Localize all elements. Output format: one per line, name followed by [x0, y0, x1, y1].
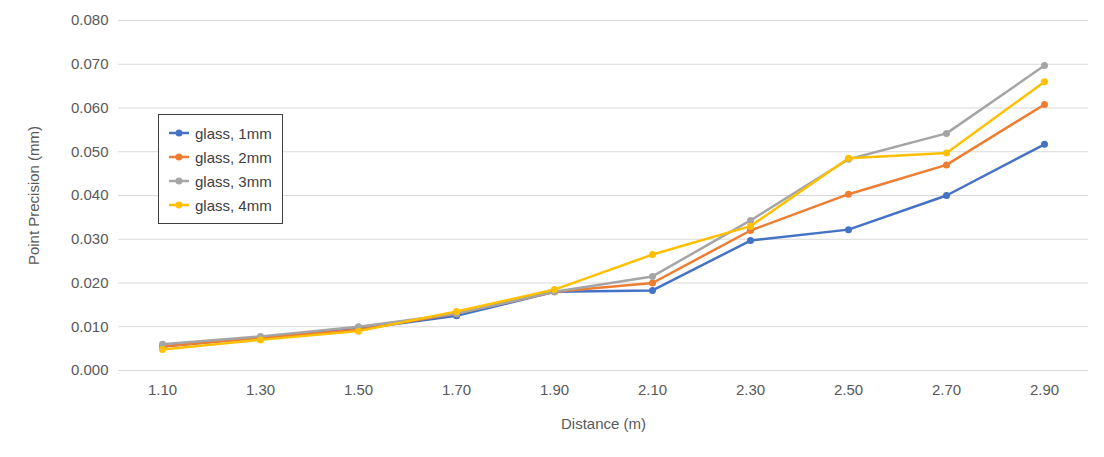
- svg-text:0.010: 0.010: [71, 318, 109, 335]
- html-text:glass, 2mm: glass, 2mm: [195, 148, 272, 166]
- svg-text:0.080: 0.080: [71, 11, 109, 28]
- svg-text:0.060: 0.060: [71, 99, 109, 116]
- svg-text:2.10: 2.10: [638, 381, 667, 398]
- svg-text:Distance (m): Distance (m): [561, 415, 646, 432]
- html-text:glass, 3mm: glass, 3mm: [195, 172, 272, 190]
- svg-text:0.040: 0.040: [71, 186, 109, 203]
- svg-text:1.30: 1.30: [246, 381, 275, 398]
- html-text:glass, 4mm: glass, 4mm: [195, 196, 272, 214]
- svg-text:0.000: 0.000: [71, 361, 109, 378]
- svg-text:0.070: 0.070: [71, 55, 109, 72]
- svg-text:2.30: 2.30: [736, 381, 765, 398]
- svg-text:0.050: 0.050: [71, 143, 109, 160]
- svg-text:1.90: 1.90: [540, 381, 569, 398]
- svg-text:2.70: 2.70: [932, 381, 961, 398]
- svg-text:0.020: 0.020: [71, 274, 109, 291]
- html-text:glass, 1mm: glass, 1mm: [195, 124, 272, 142]
- svg-text:2.90: 2.90: [1030, 381, 1059, 398]
- svg-text:Point Precision (mm): Point Precision (mm): [25, 126, 42, 265]
- svg-text:2.50: 2.50: [834, 381, 863, 398]
- svg-text:1.50: 1.50: [344, 381, 373, 398]
- svg-text:1.10: 1.10: [148, 381, 177, 398]
- svg-text:0.030: 0.030: [71, 230, 109, 247]
- svg-text:1.70: 1.70: [442, 381, 471, 398]
